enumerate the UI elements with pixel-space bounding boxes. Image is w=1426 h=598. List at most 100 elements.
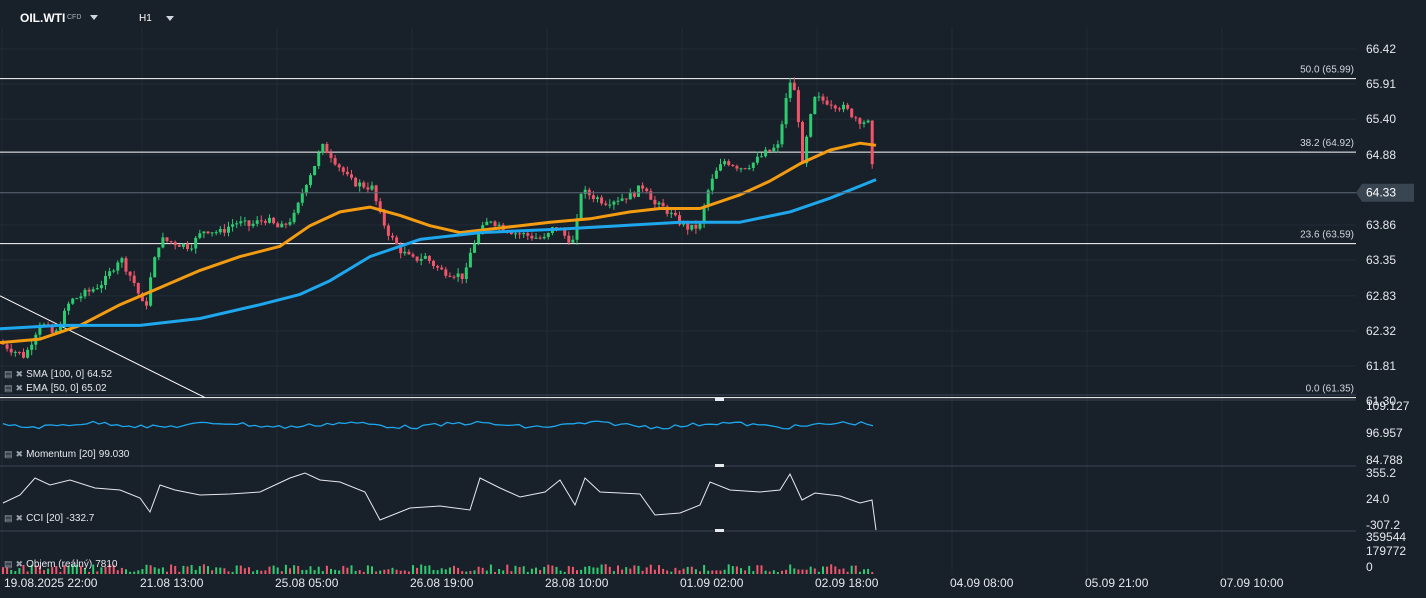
volume-bar (682, 568, 685, 574)
fib-level-label: 23.6 (63.59) (1300, 230, 1354, 241)
cci-indicator-label[interactable]: ▤ ✖ CCI [20] -332.7 (4, 513, 95, 524)
candle-body (792, 82, 796, 91)
volume-bar (354, 570, 357, 574)
time-axis-label: 02.09 18:00 (815, 576, 879, 590)
candle-body (83, 289, 87, 297)
volume-bar (871, 571, 874, 574)
momentum-indicator-label[interactable]: ▤ ✖ Momentum [20] 99.030 (4, 449, 130, 460)
volume-bar (571, 566, 574, 574)
close-icon[interactable]: ✖ (15, 383, 24, 393)
volume-bar (305, 569, 308, 574)
volume-bar (645, 567, 648, 574)
volume-bar (26, 571, 29, 574)
symbol-label[interactable]: OIL.WTI (20, 11, 66, 25)
volume-bar (399, 570, 402, 574)
volume-bar (461, 571, 464, 574)
candle-body (526, 233, 530, 236)
volume-bar (432, 570, 435, 574)
candle-body (95, 288, 99, 290)
fib-level-label: 50.0 (65.99) (1300, 65, 1354, 76)
sma-indicator-label[interactable]: ▤ ✖ SMA [100, 0] 64.52 (4, 369, 113, 380)
candle-body (292, 212, 296, 223)
volume-bar (715, 570, 718, 574)
candle-body (604, 203, 608, 205)
volume-bar (834, 566, 837, 574)
volume-bar (207, 566, 209, 574)
price-tick-label: 61.81 (1366, 359, 1396, 373)
candle-body (608, 204, 612, 206)
candle-body (104, 276, 107, 286)
volume-bar (403, 570, 406, 574)
price-tick-label: 64.88 (1366, 148, 1396, 162)
volume-bar (735, 566, 738, 574)
candle-body (337, 164, 341, 168)
volume-bar (243, 568, 246, 574)
volume-bar (469, 570, 472, 574)
trend-line (0, 295, 206, 399)
cfd-badge: CFD (67, 14, 82, 21)
candle-body (247, 220, 251, 226)
candle-body (514, 233, 517, 235)
timeframe-dropdown-icon[interactable] (166, 16, 174, 21)
candle-body (866, 120, 870, 123)
volume-indicator-label[interactable]: ▤ ✖ Objem (reálný) 7810 (4, 559, 118, 570)
candle-body (661, 202, 665, 207)
settings-icon[interactable]: ▤ (4, 369, 13, 379)
candle-body (198, 233, 202, 238)
candle-body (284, 223, 288, 225)
symbol-dropdown-icon[interactable] (90, 15, 98, 20)
volume-bar (580, 569, 583, 574)
volume-bar (133, 571, 136, 574)
candle-body (690, 224, 694, 230)
volume-bar (670, 571, 673, 574)
candle-body (571, 239, 575, 243)
settings-icon[interactable]: ▤ (4, 513, 13, 523)
ema-indicator-label[interactable]: ▤ ✖ EMA [50, 0] 65.02 (4, 383, 107, 394)
volume-bar (317, 566, 320, 574)
candle-body (731, 164, 735, 167)
volume-bar (153, 567, 156, 574)
candle-body (280, 223, 284, 228)
volume-bar (256, 570, 259, 574)
volume-bar (280, 571, 283, 574)
settings-icon[interactable]: ▤ (4, 559, 13, 569)
volume-bar (141, 569, 144, 574)
volume-bar (813, 568, 816, 574)
volume-bar (485, 570, 488, 574)
volume-bar (375, 571, 378, 574)
candle-body (825, 100, 829, 105)
close-icon[interactable]: ✖ (15, 449, 24, 459)
timeframe-label[interactable]: H1 (139, 13, 152, 24)
cci-tick-label: 24.0 (1366, 492, 1390, 506)
candle-body (628, 192, 632, 200)
candle-body (596, 197, 599, 200)
candle-body (374, 185, 378, 202)
volume-bar (797, 569, 800, 574)
candle-body (194, 237, 198, 249)
volume-bar (727, 564, 730, 574)
volume-bar (522, 566, 525, 574)
volume-bar (67, 565, 70, 574)
volume-bar (223, 568, 226, 574)
current-price-tag (1356, 183, 1414, 202)
volume-bar (752, 571, 755, 574)
volume-bar (854, 565, 857, 574)
settings-icon[interactable]: ▤ (4, 449, 13, 459)
volume-bar (781, 570, 783, 574)
volume-bar (576, 570, 578, 574)
candle-body (22, 352, 25, 358)
volume-bar (588, 566, 591, 574)
close-icon[interactable]: ✖ (15, 369, 24, 379)
close-icon[interactable]: ✖ (15, 559, 24, 569)
settings-icon[interactable]: ▤ (4, 383, 13, 393)
volume-bar (863, 569, 865, 574)
candle-body (534, 237, 538, 239)
volume-bar (252, 571, 255, 574)
volume-bar (342, 565, 345, 574)
candle-body (801, 122, 804, 164)
volume-bar (170, 564, 173, 574)
close-icon[interactable]: ✖ (15, 513, 24, 523)
candle-body (9, 348, 13, 353)
candle-body (702, 206, 706, 224)
